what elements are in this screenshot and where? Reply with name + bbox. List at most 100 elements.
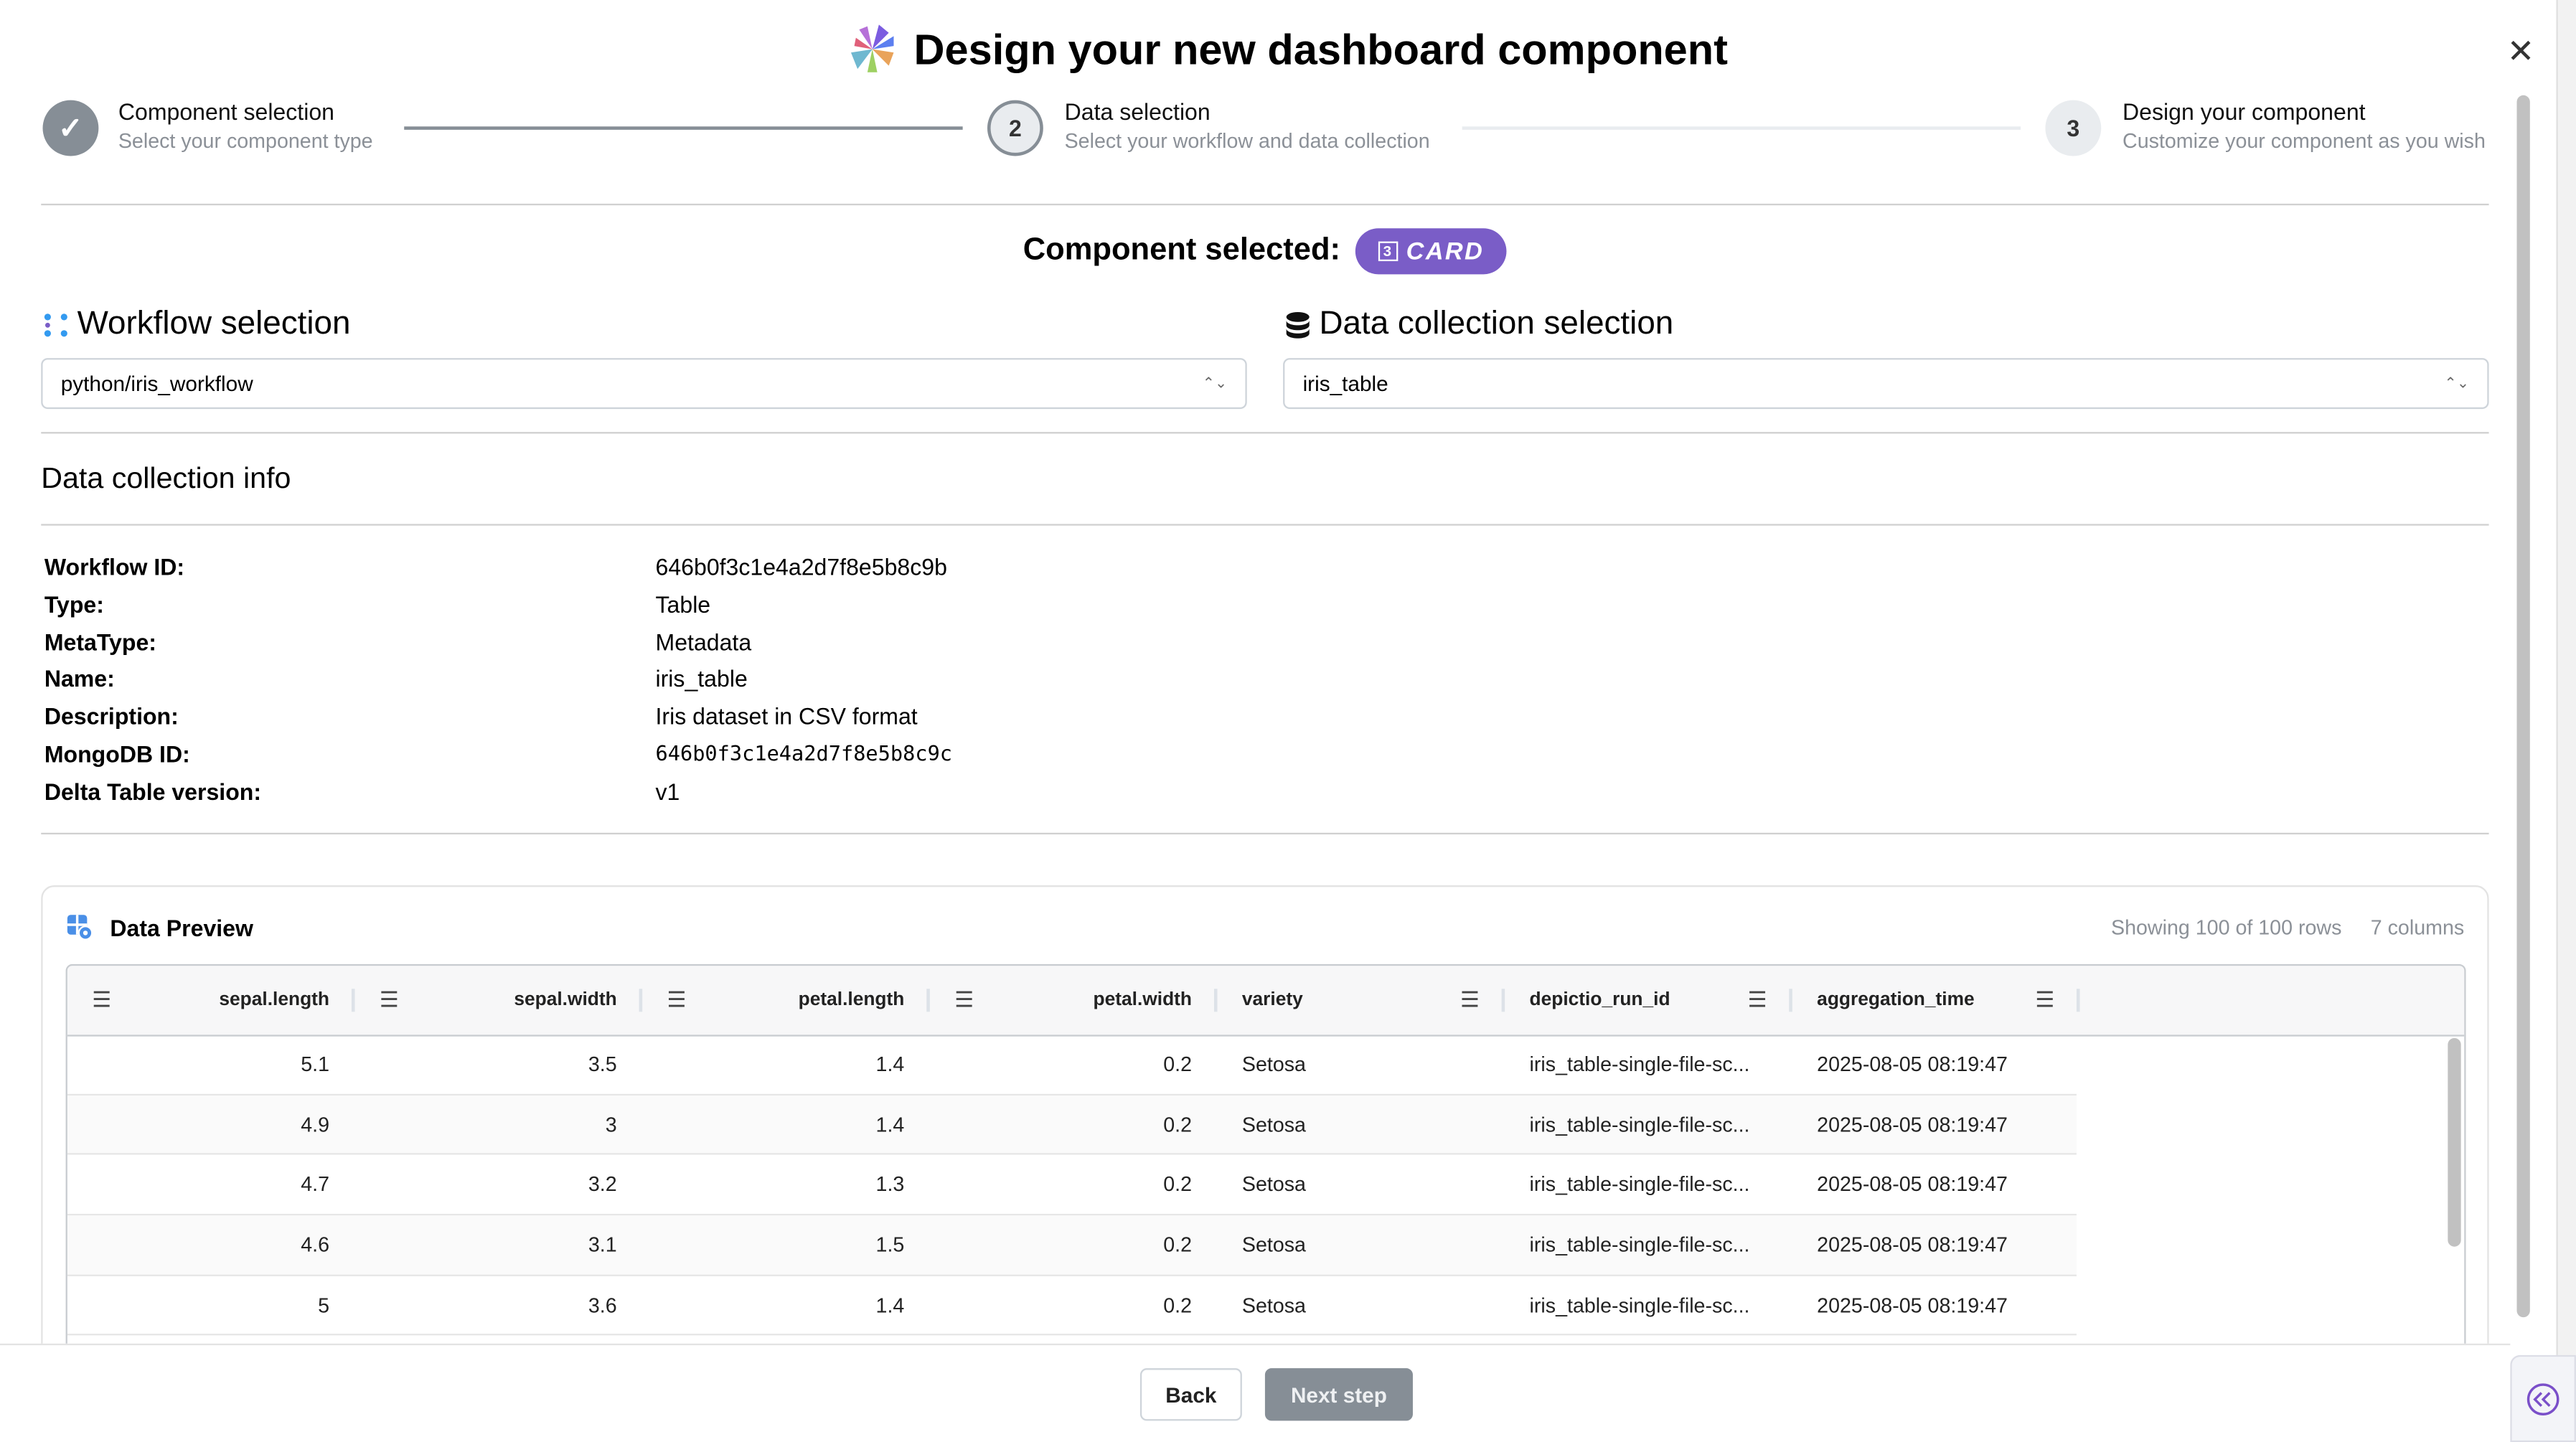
column-header[interactable]: ☰ petal.width — [930, 966, 1217, 1035]
grid-cell[interactable]: iris_table-single-file-sc... — [1529, 1052, 1750, 1076]
grid-cell[interactable]: 4.7 — [301, 1173, 330, 1197]
column-resize-handle[interactable] — [1788, 989, 1792, 1012]
grid-cell[interactable]: Setosa — [1241, 1293, 1306, 1317]
column-resize-handle[interactable] — [1213, 989, 1217, 1012]
grid-cell[interactable]: 0.2 — [1163, 1052, 1193, 1076]
table-row[interactable]: 4.6 3.1 1.5 0.2 Setosa iris_table-single-file… — [67, 1215, 2077, 1276]
back-button[interactable]: Back — [1139, 1368, 1242, 1421]
sidebar-toggle-button[interactable] — [2510, 1354, 2576, 1442]
workflow-select[interactable]: python/iris_workflow ⌃⌄ — [41, 358, 1247, 410]
grid-cell[interactable]: 0.2 — [1163, 1233, 1193, 1257]
info-label: Name: — [44, 666, 115, 692]
data-grid: ☰ sepal.length ☰ sepal.width ☰ petal.length ☰ p… — [65, 963, 2466, 1392]
close-icon[interactable]: ✕ — [2506, 34, 2535, 71]
grid-cell[interactable]: 1.3 — [875, 1173, 905, 1197]
grid-cell[interactable]: 2025-08-05 08:19:47 — [1817, 1293, 2008, 1317]
table-row[interactable]: 4.7 3.2 1.3 0.2 Setosa iris_table-single-file… — [67, 1155, 2077, 1216]
grid-cell[interactable]: 0.2 — [1163, 1113, 1193, 1136]
divider — [41, 203, 2489, 206]
info-value: 646b0f3c1e4a2d7f8e5b8c9b — [655, 553, 947, 580]
grid-cell[interactable]: 0.2 — [1163, 1293, 1193, 1317]
column-header[interactable]: depictio_run_id ☰ — [1505, 966, 1792, 1035]
grid-cell[interactable]: 3.6 — [588, 1293, 617, 1317]
divider — [41, 832, 2489, 835]
info-label: MongoDB ID: — [44, 740, 190, 768]
column-resize-handle[interactable] — [2075, 989, 2079, 1012]
grid-cell[interactable]: 3.2 — [588, 1173, 617, 1197]
grid-cell[interactable]: 5.1 — [301, 1052, 330, 1076]
column-menu-icon[interactable]: ☰ — [954, 986, 974, 1012]
column-menu-icon[interactable]: ☰ — [667, 986, 687, 1012]
workflow-select-value: python/iris_workflow — [60, 371, 253, 396]
divider — [41, 432, 2489, 434]
page-scrollbar[interactable] — [2516, 95, 2530, 1318]
grid-header: ☰ sepal.length ☰ sepal.width ☰ petal.length ☰ p… — [67, 966, 2465, 1037]
info-value: Iris dataset in CSV format — [655, 703, 918, 730]
column-menu-icon[interactable]: ☰ — [379, 986, 399, 1012]
table-row[interactable]: 4.9 3 1.4 0.2 Setosa iris_table-single-file-s… — [67, 1095, 2077, 1156]
badge-text: CARD — [1406, 237, 1485, 265]
table-row[interactable]: 5 3.6 1.4 0.2 Setosa iris_table-single-file-s… — [67, 1276, 2077, 1337]
grid-cell[interactable]: 4.6 — [301, 1233, 330, 1257]
grid-cell[interactable]: 1.4 — [875, 1113, 905, 1136]
grid-scrollbar[interactable] — [2448, 1037, 2461, 1247]
grid-cell[interactable]: 2025-08-05 08:19:47 — [1817, 1113, 2008, 1136]
column-resize-handle[interactable] — [638, 989, 642, 1012]
grid-cell[interactable]: 2025-08-05 08:19:47 — [1817, 1052, 2008, 1076]
app-logo-icon — [851, 24, 895, 72]
step-3[interactable]: Design your component Customize your com… — [2123, 98, 2486, 153]
grid-cell[interactable]: iris_table-single-file-sc... — [1529, 1293, 1750, 1317]
grid-cell[interactable]: 1.4 — [875, 1052, 905, 1076]
grid-cell[interactable]: Setosa — [1241, 1173, 1306, 1197]
column-menu-icon[interactable]: ☰ — [2035, 986, 2055, 1012]
info-label: Delta Table version: — [44, 778, 262, 805]
step-2-number[interactable]: 2 — [987, 100, 1043, 156]
grid-cell[interactable]: 5 — [318, 1293, 330, 1317]
data-collection-select[interactable]: iris_table ⌃⌄ — [1283, 358, 2489, 410]
column-header-label: petal.width — [1093, 990, 1193, 1011]
column-menu-icon[interactable]: ☰ — [1747, 986, 1767, 1012]
grid-cell[interactable]: 3.5 — [588, 1052, 617, 1076]
page-edge — [2556, 0, 2576, 1442]
column-resize-handle[interactable] — [926, 989, 929, 1012]
column-menu-icon[interactable]: ☰ — [1460, 986, 1480, 1012]
column-header[interactable]: ☰ sepal.length — [67, 966, 354, 1035]
component-selected-label: Component selected: — [1023, 233, 1341, 268]
grid-cell[interactable]: 0.2 — [1163, 1173, 1193, 1197]
column-resize-handle[interactable] — [1500, 989, 1505, 1012]
step-1-check-icon[interactable]: ✓ — [42, 100, 99, 156]
grid-cell[interactable]: iris_table-single-file-sc... — [1529, 1173, 1750, 1197]
grid-cell[interactable]: 2025-08-05 08:19:47 — [1817, 1233, 2008, 1257]
column-header-label: depictio_run_id — [1529, 990, 1670, 1011]
grid-cell[interactable]: Setosa — [1241, 1052, 1306, 1076]
step-2[interactable]: Data selection Select your workflow and … — [1065, 98, 1430, 153]
grid-cell[interactable]: Setosa — [1241, 1113, 1306, 1136]
step-1[interactable]: Component selection Select your componen… — [118, 98, 373, 153]
grid-cell[interactable]: 4.9 — [301, 1113, 330, 1136]
workflow-icon — [44, 313, 67, 336]
grid-cell[interactable]: iris_table-single-file-sc... — [1529, 1233, 1750, 1257]
column-header[interactable]: variety ☰ — [1218, 966, 1505, 1035]
column-header[interactable]: ☰ sepal.width — [355, 966, 642, 1035]
column-resize-handle[interactable] — [350, 989, 354, 1012]
grid-cell[interactable]: 2025-08-05 08:19:47 — [1817, 1173, 2008, 1197]
divider — [41, 524, 2489, 526]
column-header-label: sepal.length — [219, 990, 330, 1011]
grid-cell[interactable]: 1.4 — [875, 1293, 905, 1317]
column-header[interactable]: ☰ petal.length — [642, 966, 929, 1035]
grid-cell[interactable]: 3.1 — [588, 1233, 617, 1257]
grid-cell[interactable]: Setosa — [1241, 1233, 1306, 1257]
grid-cell[interactable]: 1.5 — [875, 1233, 905, 1257]
step-title: Component selection — [118, 98, 334, 126]
info-label: Type: — [44, 590, 104, 618]
step-3-number[interactable]: 3 — [2045, 100, 2102, 156]
grid-cell[interactable]: iris_table-single-file-sc... — [1529, 1113, 1750, 1136]
column-header-label: sepal.width — [514, 990, 617, 1011]
column-header[interactable]: aggregation_time ☰ — [1792, 966, 2079, 1035]
column-menu-icon[interactable]: ☰ — [92, 986, 111, 1012]
grid-cell[interactable]: 3 — [605, 1113, 617, 1136]
table-row[interactable]: 5.1 3.5 1.4 0.2 Setosa iris_table-single-file… — [67, 1035, 2077, 1095]
data-collection-heading: Data collection selection — [1283, 306, 1673, 344]
table-eye-icon — [67, 915, 93, 941]
next-step-button[interactable]: Next step — [1264, 1368, 1413, 1421]
